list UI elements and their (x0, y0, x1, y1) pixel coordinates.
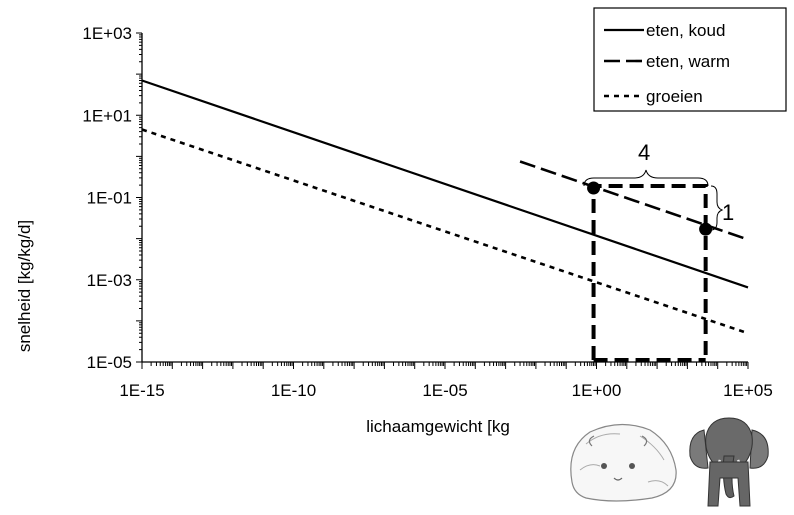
highlight-box (591, 184, 708, 362)
y-tick-label: 1E-01 (87, 189, 132, 208)
elephant-head (705, 417, 753, 465)
y-tick-label: 1E-05 (87, 353, 132, 372)
series-line-eten-warm (519, 160, 749, 241)
x-tick-label: 1E-10 (271, 381, 316, 400)
legend-label-eten-koud: eten, koud (646, 21, 725, 40)
guinea-pig-nose (613, 477, 623, 481)
guinea-pig-eye-left (601, 463, 607, 469)
y-tick-labels: 1E+03 1E+01 1E-01 1E-03 1E-05 (82, 24, 132, 372)
brace-horizontal (583, 169, 709, 187)
highlight-point (587, 181, 601, 195)
y-axis-title: snelheid [kg/kg/d] (15, 220, 34, 352)
legend-label-eten-warm: eten, warm (646, 52, 730, 71)
y-tick-label: 1E+01 (82, 106, 132, 125)
x-tick-label: 1E+05 (723, 381, 773, 400)
highlight-point (699, 222, 713, 236)
guinea-pig-ear (588, 435, 648, 447)
highlight-box-outline (591, 184, 708, 360)
x-tick-label: 1E-05 (422, 381, 467, 400)
elephant-ear-right (749, 429, 769, 469)
x-minor-ticks (141, 362, 749, 369)
elephant-body-legs (707, 461, 751, 507)
x-axis-title: lichaamgewicht [kg (366, 417, 510, 436)
series-layer (141, 79, 749, 335)
guinea-pig-illustration (570, 423, 677, 502)
guinea-pig-fur (579, 433, 669, 487)
annotation-orders-rate: 1 (722, 200, 734, 225)
brace-vertical (710, 185, 724, 231)
highlight-points (587, 181, 713, 236)
annotation-orders-weight: 4 (638, 140, 650, 165)
guinea-pig-eye-right (629, 463, 635, 469)
x-tick-labels: 1E-15 1E-10 1E-05 1E+00 1E+05 (119, 381, 773, 400)
elephant-ear-left (689, 429, 709, 469)
legend: eten, koud eten, warm groeien (593, 7, 787, 112)
axes (136, 32, 749, 369)
y-tick-label: 1E+03 (82, 24, 132, 43)
x-tick-label: 1E-15 (119, 381, 164, 400)
y-minor-ticks (136, 32, 142, 363)
guinea-pig-body (570, 423, 677, 502)
series-line-eten-koud (141, 79, 749, 289)
elephant-illustration (689, 417, 769, 507)
legend-label-groeien: groeien (646, 87, 703, 106)
y-tick-label: 1E-03 (87, 271, 132, 290)
series-line-groeien (141, 128, 749, 335)
x-tick-label: 1E+00 (572, 381, 622, 400)
legend-box (593, 7, 787, 112)
